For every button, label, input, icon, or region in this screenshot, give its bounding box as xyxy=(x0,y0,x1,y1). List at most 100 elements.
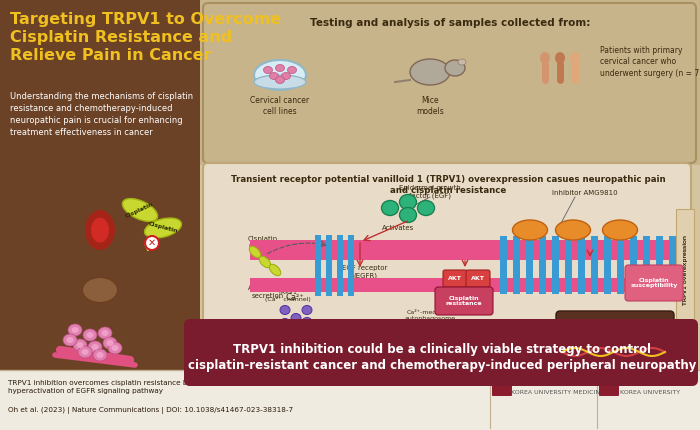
Text: TRPV1 overexpression: TRPV1 overexpression xyxy=(682,235,687,305)
Text: Patients with primary
cervical cancer who
underwent surgery (n = 77): Patients with primary cervical cancer wh… xyxy=(600,46,700,78)
Text: Cisplatin
susceptibility: Cisplatin susceptibility xyxy=(630,278,678,289)
Ellipse shape xyxy=(254,75,306,89)
Ellipse shape xyxy=(83,329,97,341)
Text: Ca²⁺-mediated
autophagosome
formation: Ca²⁺-mediated autophagosome formation xyxy=(405,310,456,327)
Text: Cisplatin
resistance: Cisplatin resistance xyxy=(446,295,482,307)
Ellipse shape xyxy=(302,305,312,314)
Text: Cisplatin: Cisplatin xyxy=(148,221,178,234)
Text: 고려대학교: 고려대학교 xyxy=(620,375,651,385)
Ellipse shape xyxy=(98,327,112,339)
Text: KOREA UNIVERSITY MEDICINE: KOREA UNIVERSITY MEDICINE xyxy=(511,390,604,395)
Ellipse shape xyxy=(445,60,465,76)
Polygon shape xyxy=(565,236,572,294)
Polygon shape xyxy=(617,236,624,294)
Ellipse shape xyxy=(291,313,301,322)
Ellipse shape xyxy=(73,339,87,351)
Ellipse shape xyxy=(280,319,290,328)
Ellipse shape xyxy=(603,220,638,240)
Ellipse shape xyxy=(280,305,290,314)
Ellipse shape xyxy=(108,342,122,354)
Ellipse shape xyxy=(259,256,271,268)
Text: Transient receptor potential vanilloid 1 (TRPV1) overexpression casues neuropath: Transient receptor potential vanilloid 1… xyxy=(231,175,665,195)
Polygon shape xyxy=(630,236,637,294)
Ellipse shape xyxy=(97,352,104,358)
Polygon shape xyxy=(500,236,507,294)
Ellipse shape xyxy=(93,349,107,361)
Text: Oh et al. (2023) | Nature Communications | DOI: 10.1038/s41467-023-38318-7: Oh et al. (2023) | Nature Communications… xyxy=(8,407,293,414)
Ellipse shape xyxy=(291,326,301,335)
Polygon shape xyxy=(669,236,676,294)
Ellipse shape xyxy=(270,73,279,80)
Polygon shape xyxy=(348,235,354,296)
Ellipse shape xyxy=(111,345,118,351)
Polygon shape xyxy=(552,236,559,294)
Ellipse shape xyxy=(71,327,78,333)
Text: ✕: ✕ xyxy=(148,238,156,248)
Ellipse shape xyxy=(276,77,284,83)
Text: Cisplatin
resistance: Cisplatin resistance xyxy=(248,236,284,249)
Text: TRPV1 overexpression: TRPV1 overexpression xyxy=(683,235,689,305)
Ellipse shape xyxy=(81,349,88,355)
Ellipse shape xyxy=(540,52,550,64)
Ellipse shape xyxy=(270,264,281,276)
Ellipse shape xyxy=(85,210,115,250)
Text: TRPV1 inhibition overcomes cisplatin resistance by blocking autophagy-mediated
h: TRPV1 inhibition overcomes cisplatin res… xyxy=(8,380,302,394)
Ellipse shape xyxy=(66,337,74,343)
Polygon shape xyxy=(250,278,670,292)
Text: AKT: AKT xyxy=(448,276,462,281)
FancyBboxPatch shape xyxy=(203,3,696,163)
Ellipse shape xyxy=(144,218,181,238)
Ellipse shape xyxy=(417,200,435,215)
FancyBboxPatch shape xyxy=(435,287,493,315)
Ellipse shape xyxy=(122,199,158,221)
FancyBboxPatch shape xyxy=(556,311,674,369)
Ellipse shape xyxy=(281,73,290,80)
FancyBboxPatch shape xyxy=(203,163,691,365)
Ellipse shape xyxy=(254,60,306,90)
Text: Mice
models: Mice models xyxy=(416,96,444,116)
FancyBboxPatch shape xyxy=(676,209,694,331)
Text: AKT: AKT xyxy=(471,276,485,281)
Text: Inhibition of TRPV1: Inhibition of TRPV1 xyxy=(561,242,629,248)
Polygon shape xyxy=(200,165,700,370)
Text: EGF receptor
(EGFR): EGF receptor (EGFR) xyxy=(342,265,388,279)
Polygon shape xyxy=(250,240,670,260)
Text: Testing and analysis of samples collected from:: Testing and analysis of samples collecte… xyxy=(310,18,590,28)
Polygon shape xyxy=(539,236,546,294)
Polygon shape xyxy=(326,235,332,296)
Ellipse shape xyxy=(410,59,450,85)
Ellipse shape xyxy=(419,320,441,340)
Polygon shape xyxy=(337,235,343,296)
Text: 고려대학교의료원: 고려대학교의료원 xyxy=(511,375,561,385)
Polygon shape xyxy=(643,236,650,294)
Polygon shape xyxy=(591,236,598,294)
Ellipse shape xyxy=(400,208,416,222)
Text: Inhibitor AMG9810: Inhibitor AMG9810 xyxy=(552,190,618,196)
Text: TRPV1
(Ca²⁺ channel): TRPV1 (Ca²⁺ channel) xyxy=(265,290,311,302)
Ellipse shape xyxy=(87,332,94,338)
Ellipse shape xyxy=(63,334,77,346)
Ellipse shape xyxy=(83,277,118,302)
Ellipse shape xyxy=(458,59,466,65)
FancyBboxPatch shape xyxy=(443,270,467,287)
FancyBboxPatch shape xyxy=(599,374,619,396)
Text: Understanding the mechanisms of cisplatin
resistance and chemotherapy-induced
ne: Understanding the mechanisms of cisplati… xyxy=(10,92,193,138)
Ellipse shape xyxy=(106,340,113,346)
Ellipse shape xyxy=(78,346,92,358)
Ellipse shape xyxy=(103,337,117,349)
FancyBboxPatch shape xyxy=(466,270,490,287)
Ellipse shape xyxy=(68,324,82,336)
Ellipse shape xyxy=(512,220,547,240)
Polygon shape xyxy=(526,236,533,294)
Polygon shape xyxy=(200,0,700,165)
Polygon shape xyxy=(578,236,585,294)
Text: TRPV1 inhibition could be a clinically viable strategy to control: TRPV1 inhibition could be a clinically v… xyxy=(233,344,651,356)
Text: TRPV1 overexpression: TRPV1 overexpression xyxy=(351,355,429,361)
FancyBboxPatch shape xyxy=(492,374,512,396)
Text: Cisplatin: Cisplatin xyxy=(125,201,155,219)
Ellipse shape xyxy=(382,200,398,215)
Ellipse shape xyxy=(88,341,102,353)
FancyBboxPatch shape xyxy=(184,319,698,386)
Polygon shape xyxy=(315,235,321,296)
Ellipse shape xyxy=(302,317,312,326)
